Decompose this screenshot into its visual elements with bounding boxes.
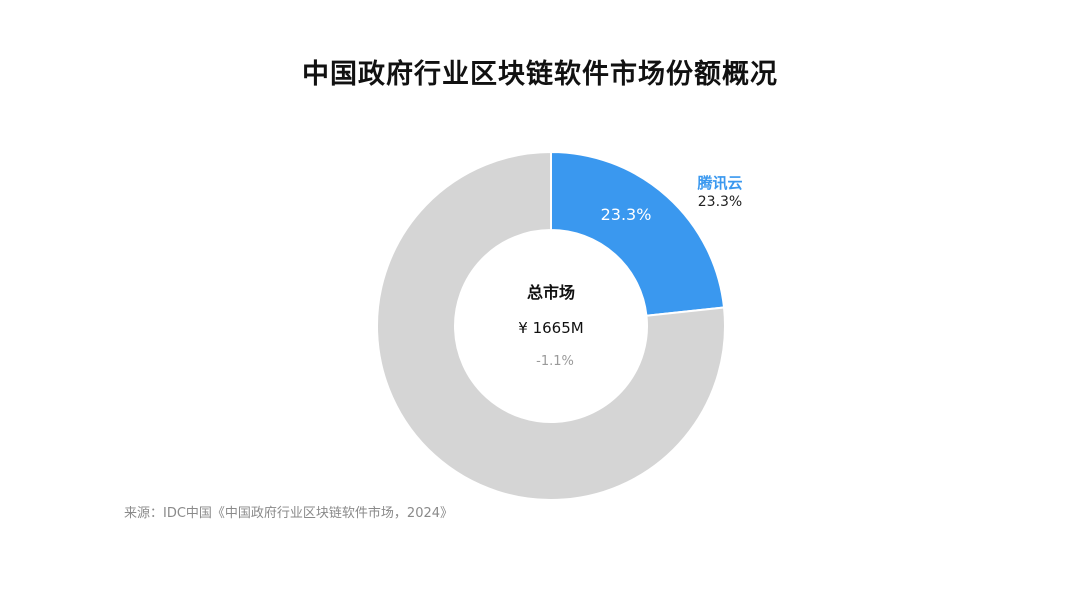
center-title: 总市场 xyxy=(527,283,575,302)
slice-inner-label: 23.3% xyxy=(601,205,652,224)
source-note: 来源：IDC中国《中国政府行业区块链软件市场，2024》 xyxy=(124,506,454,521)
chart-title: 中国政府行业区块链软件市场份额概况 xyxy=(302,59,778,90)
center-change: -1.1% xyxy=(536,354,574,369)
donut-slice-1 xyxy=(550,150,726,317)
donut-slices xyxy=(376,150,726,501)
slice-outer-value-label: 23.3% xyxy=(698,194,742,210)
donut-slice-2 xyxy=(376,150,726,501)
center-value: ¥ 1665M xyxy=(518,319,583,337)
slice-outer-name-label: 腾讯云 xyxy=(696,174,742,192)
